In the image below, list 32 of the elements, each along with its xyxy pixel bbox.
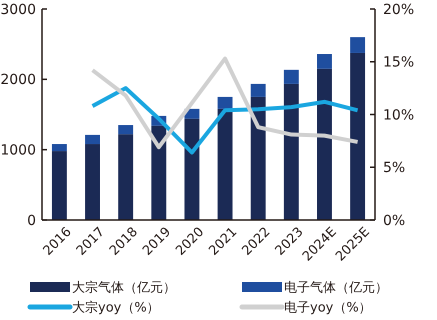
bar	[85, 134, 100, 144]
bar	[118, 134, 134, 220]
y-tick-label: 0	[27, 212, 36, 229]
bar	[151, 126, 166, 220]
y2-tick-label: 0%	[383, 212, 406, 229]
bar	[218, 108, 233, 220]
bar	[350, 52, 366, 220]
bar	[284, 70, 299, 84]
bar	[52, 151, 67, 220]
legend-label: 电子气体（亿元）	[284, 280, 388, 296]
y-tick-label: 1000	[0, 142, 36, 159]
y-tick-label: 2000	[0, 72, 36, 88]
y2-tick-label: 10%	[383, 107, 414, 124]
bar	[284, 84, 299, 220]
bar	[218, 96, 233, 109]
bar	[317, 68, 332, 220]
y-tick-label: 3000	[0, 2, 36, 18]
bar	[52, 144, 67, 152]
bar	[350, 37, 366, 53]
bar	[118, 125, 134, 134]
legend-label: 大宗yoy（%）	[72, 300, 160, 316]
bar	[184, 118, 200, 220]
y2-tick-label: 5%	[383, 160, 406, 176]
bar	[317, 54, 332, 69]
legend-label: 大宗气体（亿元）	[72, 280, 176, 296]
line-series	[90, 86, 360, 154]
legend-label: 电子yoy（%）	[284, 300, 372, 316]
y2-tick-label: 15%	[383, 54, 414, 71]
bar	[250, 84, 266, 97]
line-series	[90, 56, 360, 150]
bar	[85, 144, 100, 220]
y2-tick-label: 20%	[383, 2, 414, 18]
